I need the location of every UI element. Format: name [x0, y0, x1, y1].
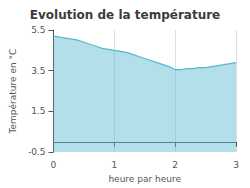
- svg-text:2: 2: [172, 160, 178, 170]
- svg-text:-0.5: -0.5: [28, 147, 46, 157]
- svg-text:1: 1: [111, 160, 117, 170]
- svg-text:1.5: 1.5: [31, 106, 45, 116]
- svg-text:3: 3: [233, 160, 239, 170]
- svg-text:0: 0: [51, 160, 57, 170]
- svg-text:Température en °C: Température en °C: [8, 49, 18, 135]
- svg-text:5.5: 5.5: [31, 25, 45, 35]
- svg-text:Evolution de la température: Evolution de la température: [30, 8, 221, 22]
- svg-text:3.5: 3.5: [31, 66, 45, 76]
- svg-text:heure par heure: heure par heure: [108, 174, 181, 184]
